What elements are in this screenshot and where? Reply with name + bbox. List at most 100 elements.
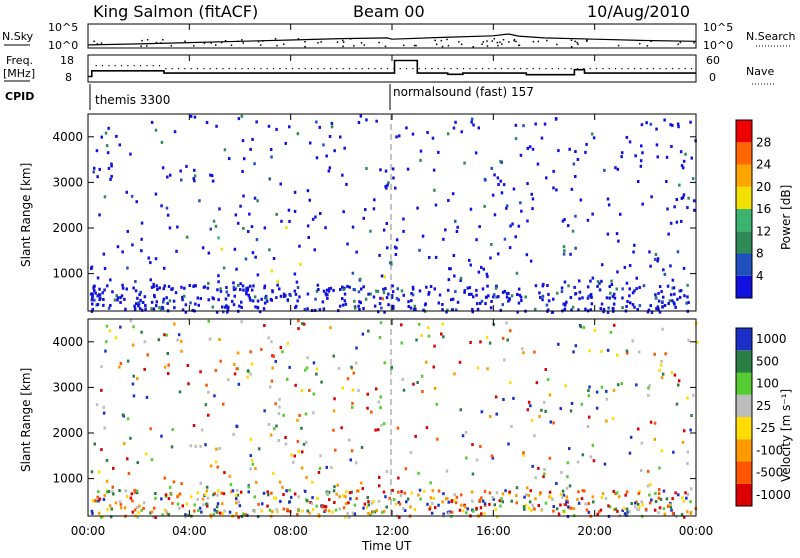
echo-cell [121, 286, 125, 290]
echo-cell [167, 285, 171, 288]
echo-cell [564, 384, 567, 388]
echo-cell [397, 500, 401, 504]
echo-cell [150, 120, 154, 124]
nave-dot [139, 65, 142, 67]
echo-cell [489, 415, 492, 418]
noise-dot [501, 43, 503, 45]
echo-cell [495, 412, 498, 416]
echo-cell [608, 285, 611, 288]
echo-cell [358, 308, 361, 311]
echo-cell [492, 497, 495, 501]
echo-cell [647, 394, 650, 397]
colorbar-frame [735, 327, 753, 507]
echo-cell [654, 500, 658, 503]
echo-cell [253, 509, 256, 513]
echo-cell [686, 283, 689, 287]
echo-cell [353, 503, 357, 507]
echo-cell [306, 224, 310, 228]
echo-cell [432, 497, 435, 500]
echo-cell [173, 322, 176, 326]
echo-cell [165, 206, 169, 210]
echo-cell [383, 310, 386, 314]
echo-cell [505, 295, 509, 299]
echo-cell [585, 142, 588, 146]
nave-dot [120, 65, 123, 67]
echo-cell [180, 178, 183, 182]
echo-cell [529, 508, 533, 512]
echo-cell [626, 351, 629, 355]
echo-cell [216, 288, 219, 292]
echo-cell [637, 508, 641, 512]
noise-dot [170, 45, 173, 47]
echo-cell [367, 503, 371, 507]
echo-cell [159, 307, 163, 311]
echo-cell [680, 196, 684, 200]
echo-cell [605, 296, 609, 300]
echo-cell [525, 253, 529, 257]
echo-cell [124, 307, 127, 311]
echo-cell [328, 498, 331, 502]
echo-cell [388, 496, 391, 500]
echo-cell [379, 168, 382, 172]
echo-cell [648, 250, 651, 254]
nave-dot [665, 68, 667, 70]
echo-cell [409, 505, 412, 509]
echo-cell [209, 513, 212, 517]
echo-cell [411, 287, 415, 291]
echo-cell [640, 469, 643, 472]
echo-cell [125, 495, 129, 499]
echo-cell [171, 501, 174, 505]
echo-cell [328, 135, 332, 138]
echo-cell [177, 333, 181, 337]
echo-cell [292, 460, 295, 464]
echo-cell [137, 511, 141, 515]
echo-cell [658, 488, 661, 491]
noise-dot [215, 44, 217, 46]
echo-cell [455, 308, 458, 312]
echo-cell [196, 491, 200, 495]
echo-cell [538, 414, 541, 418]
echo-cell [386, 246, 389, 250]
echo-cell [648, 501, 652, 505]
echo-cell [587, 502, 590, 506]
nave-dot [500, 68, 503, 70]
echo-cell [673, 292, 676, 296]
noise-dot [140, 45, 142, 47]
noise-dot [446, 38, 448, 41]
echo-cell [540, 508, 544, 512]
nave-dot [526, 68, 528, 70]
echo-cell [483, 204, 486, 208]
echo-cell [680, 164, 684, 168]
echo-cell [453, 372, 456, 376]
echo-cell [675, 220, 679, 224]
nave-dot [627, 68, 629, 70]
echo-cell [580, 497, 584, 501]
echo-cell [523, 507, 526, 511]
echo-cell [252, 284, 255, 288]
echo-cell [501, 500, 504, 504]
echo-cell [595, 390, 599, 394]
echo-cell [177, 493, 180, 497]
echo-cell [255, 238, 259, 242]
echo-cell [249, 467, 252, 471]
echo-cell [530, 192, 533, 196]
nave-dot [222, 68, 224, 70]
echo-cell [249, 298, 252, 302]
echo-cell [178, 492, 182, 496]
echo-cell [420, 374, 424, 378]
echo-cell [435, 402, 438, 406]
echo-cell [665, 180, 668, 183]
nave-dot [241, 68, 243, 70]
echo-cell [296, 513, 299, 516]
echo-cell [514, 123, 518, 127]
echo-cell [91, 308, 94, 311]
echo-cell [140, 508, 143, 512]
echo-cell [601, 492, 605, 495]
echo-cell [288, 488, 291, 492]
echo-cell [354, 361, 358, 365]
echo-cell [625, 490, 629, 494]
echo-cell [454, 219, 457, 223]
noise-dot [210, 42, 212, 44]
nave-dot [646, 68, 648, 70]
echo-cell [442, 492, 445, 496]
